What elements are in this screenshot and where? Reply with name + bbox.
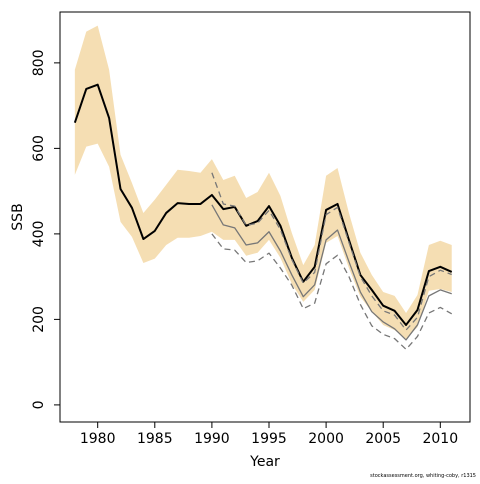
y-tick-label: 800	[31, 50, 47, 77]
x-tick-label: 1990	[194, 431, 230, 447]
series-line	[73, 83, 453, 326]
series-line	[211, 233, 453, 350]
series-line	[211, 204, 452, 341]
y-tick-label: 200	[31, 306, 47, 333]
x-tick-label: 2010	[422, 431, 458, 447]
x-tick-label: 1985	[137, 431, 173, 447]
footer: stockassessment.org, whiting-coby, r1315	[370, 473, 476, 479]
y-axis-label: SSB	[10, 203, 26, 230]
x-tick-label: 2000	[308, 431, 344, 447]
x-tick-label: 2005	[365, 431, 401, 447]
y-tick-label: 400	[31, 221, 47, 248]
x-tick-label: 1995	[251, 431, 287, 447]
y-tick-label: 0	[31, 400, 47, 409]
x-tick-label: 1980	[80, 431, 116, 447]
series-line	[211, 172, 452, 331]
plot-frame	[59, 11, 471, 423]
x-axis-label: Year	[249, 454, 280, 470]
confidence-band	[74, 25, 452, 340]
y-tick-label: 600	[31, 135, 47, 162]
